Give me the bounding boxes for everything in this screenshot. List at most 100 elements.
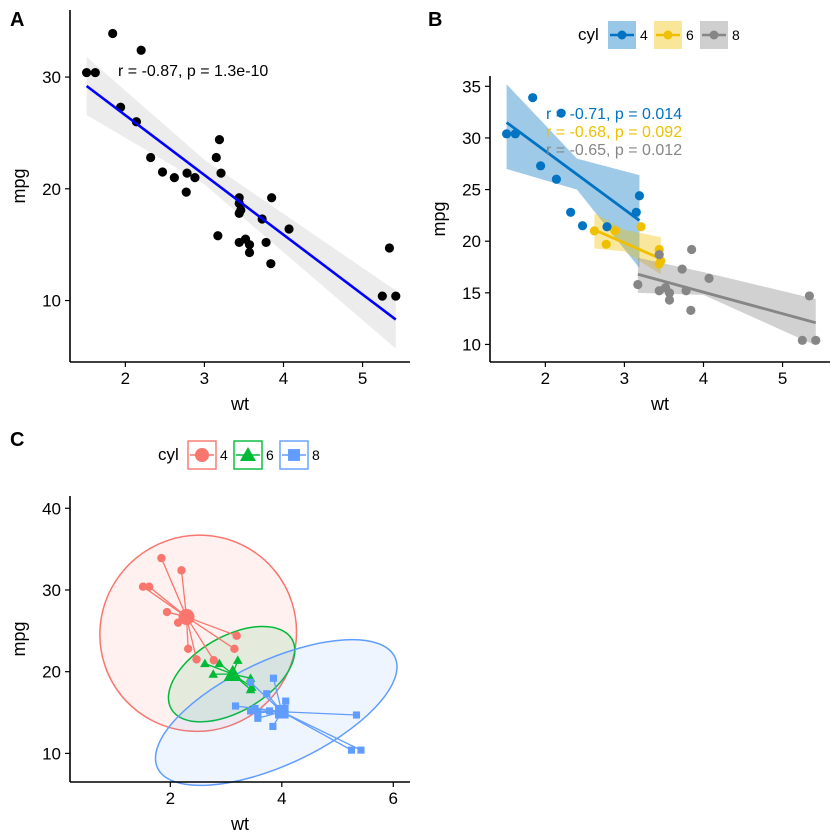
y-axis-title: mpg [429, 201, 449, 236]
legend-key-4: 4 [608, 21, 648, 49]
y-axis-title: mpg [9, 621, 29, 656]
correlation-annotation: r = -0.87, p = 1.3e-10 [118, 63, 268, 80]
data-point-4 [631, 207, 641, 217]
legend-key-marker [288, 449, 300, 461]
data-point-8 [251, 704, 259, 713]
x-tick-label: 4 [277, 789, 286, 808]
confidence-band-4 [506, 84, 640, 269]
data-point-8 [357, 746, 365, 754]
panel-letter: B [428, 9, 442, 31]
legend: cyl 4 6 8 [578, 21, 740, 49]
data-point-4 [192, 655, 201, 664]
data-point-4 [209, 656, 219, 665]
legend-key-4: 4 [187, 440, 228, 470]
data-point [146, 152, 156, 163]
regression-line-4 [505, 121, 641, 222]
data-point [214, 135, 225, 145]
x-tick-label: 3 [620, 369, 629, 388]
data-point-8 [263, 690, 271, 698]
spike-line-8 [281, 711, 362, 751]
data-point-6 [200, 658, 210, 668]
data-point [267, 193, 277, 203]
data-point-6 [246, 682, 257, 691]
data-point [216, 168, 226, 178]
x-tick-label: 6 [389, 789, 398, 808]
data-point [82, 67, 92, 78]
data-point-8 [797, 335, 807, 345]
data-point-8 [654, 250, 664, 260]
data-point-4 [577, 221, 588, 231]
spike-line-8 [281, 711, 357, 716]
x-tick-label: 4 [279, 369, 288, 388]
data-point-8 [269, 674, 278, 682]
data-point [181, 187, 191, 197]
confidence-band-8 [637, 257, 816, 346]
data-point-4 [602, 222, 612, 232]
legend-key-6: 6 [654, 21, 694, 49]
legend-label: 8 [312, 447, 320, 463]
data-point-4 [502, 129, 512, 139]
data-point [377, 291, 387, 301]
legend: cyl 4 6 8 [158, 440, 320, 470]
data-point-4 [162, 607, 172, 617]
data-point [108, 28, 118, 39]
legend-label: 6 [686, 27, 694, 43]
data-point-8 [254, 708, 262, 717]
panel-a: Ar = -0.87, p = 1.3e-10 2 3 4 5 10 20 30 wt mpg [9, 9, 410, 414]
y-tick-label: 10 [42, 292, 61, 311]
data-point [182, 168, 192, 178]
data-point-8 [254, 714, 262, 722]
data-point [169, 173, 179, 183]
legend-key-6: 6 [233, 440, 274, 470]
data-point-8 [686, 305, 696, 315]
legend-label: 4 [220, 447, 228, 463]
spike-line-4 [185, 616, 215, 661]
x-axis-title: wt [650, 394, 669, 414]
x-axis-title: wt [230, 394, 249, 414]
data-point [190, 173, 200, 183]
data-point-8 [282, 697, 290, 705]
x-tick-label: 5 [778, 369, 787, 388]
data-point-6 [636, 222, 646, 232]
spike-line-4 [160, 557, 188, 618]
data-point-8 [687, 244, 697, 255]
spike-line-6 [204, 662, 233, 675]
data-point-8 [347, 746, 356, 754]
data-point [211, 152, 221, 163]
data-point [244, 247, 255, 258]
data-point-8 [352, 711, 361, 719]
correlation-annotation-6: r = -0.68, p = 0.092 [546, 124, 682, 141]
data-point-4 [230, 644, 239, 654]
data-point [384, 243, 395, 253]
data-point-4 [177, 566, 186, 575]
x-tick-label: 2 [166, 789, 175, 808]
data-point [236, 205, 246, 215]
panel-c: C 2 4 6 10 20 30 40 wt mpg cyl 4 6 8 [9, 429, 410, 834]
spike-line-8 [281, 711, 352, 751]
y-tick-label: 25 [462, 181, 481, 200]
x-tick-label: 2 [541, 369, 550, 388]
data-point-4 [528, 93, 538, 103]
y-tick-label: 40 [42, 499, 61, 518]
legend-key-point [663, 30, 673, 40]
data-point-8 [247, 707, 255, 715]
correlation-annotation-8: r = -0.65, p = 0.012 [546, 142, 682, 159]
data-point-6 [610, 226, 620, 236]
data-point-8 [247, 678, 255, 686]
spike-line-4 [186, 616, 237, 637]
data-point-4 [634, 191, 645, 201]
data-point-4 [536, 161, 546, 171]
data-point-4 [232, 631, 241, 640]
data-point-6 [232, 655, 243, 664]
legend-key-marker [239, 446, 257, 462]
data-point-4 [556, 108, 566, 118]
y-tick-label: 10 [462, 335, 481, 354]
group-mean-6 [223, 664, 242, 682]
data-point-4 [157, 553, 166, 563]
regression-line-8 [637, 272, 817, 325]
legend-key-8: 8 [700, 21, 740, 49]
panel-letter: C [10, 429, 24, 451]
x-tick-label: 3 [200, 369, 209, 388]
data-point [266, 259, 276, 269]
